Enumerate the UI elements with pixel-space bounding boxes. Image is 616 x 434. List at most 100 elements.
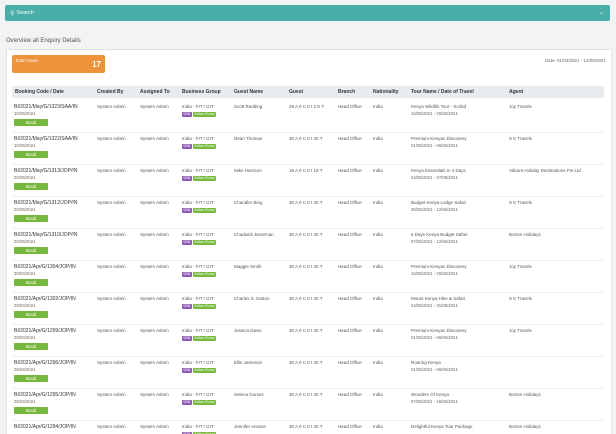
col-guest-name: Guest Name [234, 89, 264, 95]
booking-code[interactable]: BI/2021/Apr/G/1302/JOP/IN [14, 296, 76, 302]
cell-assigned: System Admin [140, 296, 169, 301]
booking-code[interactable]: BI/2021/May/G/1313/JOP/IN [14, 168, 78, 174]
cell-nat: India [373, 264, 383, 269]
booking-code[interactable]: BI/2021/May/G/1312/JOP/IN [14, 200, 78, 206]
cell-agent: Borton Holidays [509, 232, 541, 237]
book-button[interactable]: Book [14, 343, 48, 350]
booking-code[interactable]: BI/2021/Apr/G/1294/JOP/IN [14, 424, 76, 430]
cell-agent: S K Travels [509, 200, 533, 205]
enquiry-card [6, 49, 612, 434]
adfoo-group-badge: Adfoo Group [192, 176, 217, 181]
tour-name: Kenya Wildlife Tour - Scribd [411, 104, 467, 109]
cell-assigned: System Admin [140, 392, 169, 397]
tour-name: Premium Kenyan Discovery [411, 136, 467, 141]
cell-pax: 30 A 0 C 0 I 30 T [289, 200, 323, 205]
tour-name: Kenya Essentials In 4 Days [411, 168, 466, 173]
badge-group: B2B Adfoo Group [182, 143, 217, 149]
cell-business-group: India - FIT / GIT [182, 328, 214, 333]
book-button[interactable]: Book [14, 119, 48, 126]
book-button[interactable]: Book [14, 407, 48, 414]
tour-date: 07/05/2021 - 16/05/2021 [411, 399, 458, 404]
col-assigned-to: Assigned To [140, 89, 170, 95]
cell-assigned: System Admin [140, 360, 169, 365]
cell-business-group: India - FIT / GIT [182, 296, 214, 301]
b2b-badge: B2B [182, 112, 192, 117]
booking-code[interactable]: BI/2021/Apr/G/1299/JOP/IN [14, 328, 76, 334]
book-button[interactable]: Book [14, 215, 48, 222]
cell-guest: Scott Redding [234, 104, 263, 109]
search-panel-header[interactable]: ⚲ Search ⌄ [5, 5, 610, 21]
cell-agent: Borton Holidays [509, 392, 541, 397]
tour-name: Roaring Kenya [411, 360, 441, 365]
cell-guest: Maggie Smith [234, 264, 262, 269]
cell-nat: India [373, 424, 383, 429]
cell-created: System Admin [97, 200, 126, 205]
cell-assigned: System Admin [140, 200, 169, 205]
cell-agent: S K Travels [509, 296, 533, 301]
table-row: BI/2021/May/G/1323/SAA/IN 10/05/2021 Book S… [12, 101, 604, 133]
cell-assigned: System Admin [140, 168, 169, 173]
cell-assigned: System Admin [140, 328, 169, 333]
adfoo-group-badge: Adfoo Group [192, 144, 217, 149]
cell-branch: Head Office [338, 136, 362, 141]
page-title: Overview all Enquiry Details [6, 38, 81, 44]
booking-date: 29/04/2021 [14, 303, 36, 308]
b2b-badge: B2B [182, 368, 192, 373]
cell-created: System Admin [97, 424, 126, 429]
adfoo-group-badge: Adfoo Group [192, 272, 217, 277]
cell-branch: Head Office [338, 360, 362, 365]
table-row: BI/2021/Apr/G/1296/JOP/IN 26/04/2021 Book S… [12, 357, 604, 389]
badge-group: B2B Adfoo Group [182, 271, 217, 277]
table-row: BI/2021/May/G/1313/JOP/IN 03/05/2021 Book S… [12, 165, 604, 197]
cell-agent: Vibrant Holiday Destinations Pvt Ltd [509, 168, 581, 173]
badge-group: B2B Adfoo Group [182, 367, 217, 373]
cell-created: System Admin [97, 264, 126, 269]
tour-date: 15/05/2021 - 20/05/2021 [411, 111, 458, 116]
booking-code[interactable]: BI/2021/May/G/1310/JOP/IN [14, 232, 78, 238]
cell-branch: Head Office [338, 232, 362, 237]
booking-code[interactable]: BI/2021/Apr/G/1295/JOP/IN [14, 392, 76, 398]
book-button[interactable]: Book [14, 311, 48, 318]
badge-group: B2B Adfoo Group [182, 175, 217, 181]
col-booking-code: Booking Code / Date [15, 89, 64, 95]
book-button[interactable]: Book [14, 247, 48, 254]
cell-business-group: India - FIT / GIT [182, 168, 214, 173]
b2b-badge: B2B [182, 240, 192, 245]
tour-name: Mount Kenya Hike & Safari [411, 296, 466, 301]
tour-date: 05/06/2021 - 12/06/2021 [411, 207, 458, 212]
cell-guest: Selena Gomez [234, 392, 264, 397]
adfoo-group-badge: Adfoo Group [192, 368, 217, 373]
tour-date: 24/05/2021 - 31/05/2021 [411, 303, 458, 308]
cell-agent: S K Travels [509, 136, 533, 141]
cell-created: System Admin [97, 136, 126, 141]
book-button[interactable]: Book [14, 183, 48, 190]
badge-group: B2B Adfoo Group [182, 303, 217, 309]
cell-nat: India [373, 296, 383, 301]
book-button[interactable]: Book [14, 375, 48, 382]
cell-assigned: System Admin [140, 264, 169, 269]
booking-code[interactable]: BI/2021/May/G/1322/SAA/IN [14, 136, 78, 142]
tour-name: Budget Kenya Lodge Safari [411, 200, 467, 205]
booking-code[interactable]: BI/2021/Apr/G/1304/JOP/IN [14, 264, 76, 270]
cell-business-group: India - FIT / GIT [182, 136, 214, 141]
cell-business-group: India - FIT / GIT [182, 232, 214, 237]
table-row: BI/2021/Apr/G/1304/JOP/IN 30/04/2021 Book S… [12, 261, 604, 293]
chevron-down-icon[interactable]: ⌄ [598, 10, 604, 16]
table-row: BI/2021/Apr/G/1302/JOP/IN 29/04/2021 Book S… [12, 293, 604, 325]
booking-code[interactable]: BI/2021/May/G/1323/SAA/IN [14, 104, 78, 110]
cell-created: System Admin [97, 328, 126, 333]
cell-nat: India [373, 168, 383, 173]
book-button[interactable]: Book [14, 279, 48, 286]
cell-branch: Head Office [338, 328, 362, 333]
tour-date: 07/06/2021 - 12/06/2021 [411, 239, 458, 244]
booking-date: 28/04/2021 [14, 335, 36, 340]
adfoo-group-badge: Adfoo Group [192, 400, 217, 405]
search-icon: ⚲ [10, 10, 15, 17]
b2b-badge: B2B [182, 176, 192, 181]
cell-branch: Head Office [338, 264, 362, 269]
book-button[interactable]: Book [14, 151, 48, 158]
booking-code[interactable]: BI/2021/Apr/G/1296/JOP/IN [14, 360, 76, 366]
tour-name: Premium Kenyan Discovery [411, 264, 467, 269]
col-business-group: Business Group [182, 89, 221, 95]
cell-branch: Head Office [338, 392, 362, 397]
